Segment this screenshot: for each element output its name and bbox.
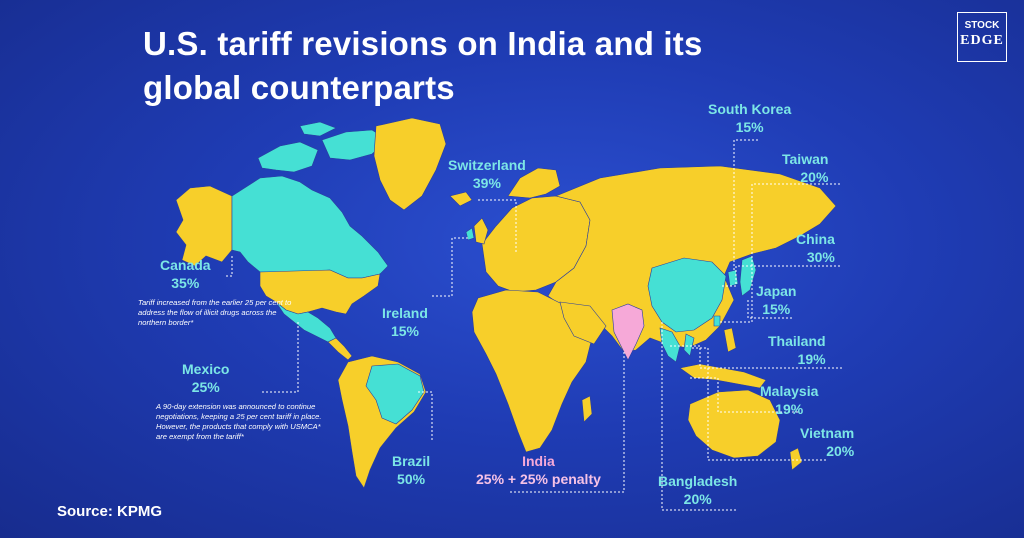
india-shape xyxy=(611,303,645,361)
uk-shape xyxy=(473,217,489,245)
vietnam-leader-line xyxy=(692,347,828,461)
brazil-name: Brazil xyxy=(392,453,431,469)
madagascar-shape xyxy=(581,395,593,423)
page-title: U.S. tariff revisions on India and its g… xyxy=(143,22,703,110)
south-korea-label: South Korea 15% xyxy=(708,100,791,136)
thailand-leader-line xyxy=(670,345,842,369)
alaska-shape xyxy=(175,185,233,267)
bangladesh-label: Bangladesh 20% xyxy=(658,472,737,508)
japan-label: Japan 15% xyxy=(756,282,796,318)
title-line-2: global counterparts xyxy=(143,69,455,106)
central-america-shape xyxy=(327,337,353,361)
taiwan-tariff: 20% xyxy=(800,169,829,185)
logo-line-1: STOCK xyxy=(964,20,1000,31)
switzerland-tariff: 39% xyxy=(472,175,501,191)
taiwan-leader-line xyxy=(720,183,840,323)
stockedge-logo: STOCK EDGE xyxy=(957,12,1007,62)
japan-name: Japan xyxy=(756,283,797,299)
south-korea-leader-line xyxy=(733,139,760,270)
malaysia-leader-line xyxy=(690,377,800,413)
china-shape xyxy=(647,257,727,333)
canada-label: Canada 35% xyxy=(160,256,211,292)
mexico-note: A 90-day extension was announced to cont… xyxy=(156,402,322,441)
new-zealand-shape xyxy=(789,447,803,471)
canada-leader-line xyxy=(226,256,233,277)
india-name: India xyxy=(522,453,555,469)
ireland-tariff: 15% xyxy=(390,323,419,339)
switzerland-name: Switzerland xyxy=(448,157,526,173)
taiwan-label: Taiwan 20% xyxy=(782,150,828,186)
canada-name: Canada xyxy=(160,257,211,273)
china-tariff: 30% xyxy=(806,249,835,265)
brazil-leader-line xyxy=(418,391,433,442)
thailand-tariff: 19% xyxy=(797,351,826,367)
source-caption: Source: KPMG xyxy=(57,503,163,520)
vietnam-label: Vietnam 20% xyxy=(800,424,854,460)
switzerland-label: Switzerland 39% xyxy=(448,156,526,192)
brazil-tariff: 50% xyxy=(397,471,426,487)
mexico-leader-line xyxy=(262,322,299,393)
logo-line-2: EDGE xyxy=(960,33,1004,48)
vietnam-name: Vietnam xyxy=(800,425,855,441)
canada-note: Tariff increased from the earlier 25 per… xyxy=(138,298,292,327)
vietnam-shape xyxy=(683,333,695,357)
mexico-name: Mexico xyxy=(182,361,230,377)
ireland-label: Ireland 15% xyxy=(382,304,428,340)
ireland-shape xyxy=(465,227,475,241)
bangladesh-leader-line xyxy=(661,322,736,511)
brazil-shape xyxy=(365,363,425,425)
mexico-tariff: 25% xyxy=(191,379,220,395)
japan-tariff: 15% xyxy=(762,301,791,317)
japan-shape xyxy=(739,255,757,297)
arctic-islands-shape xyxy=(257,121,389,173)
malaysia-label: Malaysia 19% xyxy=(760,382,818,418)
south-korea-tariff: 15% xyxy=(735,119,764,135)
brazil-label: Brazil 50% xyxy=(392,452,430,488)
ireland-name: Ireland xyxy=(382,305,428,321)
india-leader-line xyxy=(510,352,625,493)
title-line-1: U.S. tariff revisions on India and its xyxy=(143,25,703,62)
canada-shape xyxy=(231,175,389,279)
south-korea-name: South Korea xyxy=(708,101,792,117)
taiwan-shape xyxy=(713,315,721,327)
greenland-shape xyxy=(373,117,447,211)
switzerland-leader-line xyxy=(476,199,517,252)
china-label: China 30% xyxy=(796,230,835,266)
bangladesh-name: Bangladesh xyxy=(658,473,738,489)
indonesia-shape xyxy=(679,363,767,389)
mexico-label: Mexico 25% xyxy=(182,360,229,396)
ireland-leader-line xyxy=(432,237,468,297)
malaysia-name: Malaysia xyxy=(760,383,819,399)
usa-shape xyxy=(259,269,381,315)
bangladesh-tariff: 20% xyxy=(683,491,712,507)
vietnam-tariff: 20% xyxy=(826,443,855,459)
iceland-shape xyxy=(449,191,473,207)
philippines-shape xyxy=(723,327,737,353)
india-tariff: 25% + 25% penalty xyxy=(476,471,601,487)
malaysia-tariff: 19% xyxy=(775,401,804,417)
canada-tariff: 35% xyxy=(171,275,200,291)
thailand-name: Thailand xyxy=(768,333,826,349)
india-label: India 25% + 25% penalty xyxy=(476,452,601,488)
china-name: China xyxy=(796,231,835,247)
arabia-shape xyxy=(559,301,607,345)
taiwan-name: Taiwan xyxy=(782,151,829,167)
thailand-label: Thailand 19% xyxy=(768,332,826,368)
scandinavia-shape xyxy=(507,167,561,199)
japan-leader-line xyxy=(747,300,792,319)
australia-shape xyxy=(687,389,781,459)
china-leader-line xyxy=(722,265,842,287)
